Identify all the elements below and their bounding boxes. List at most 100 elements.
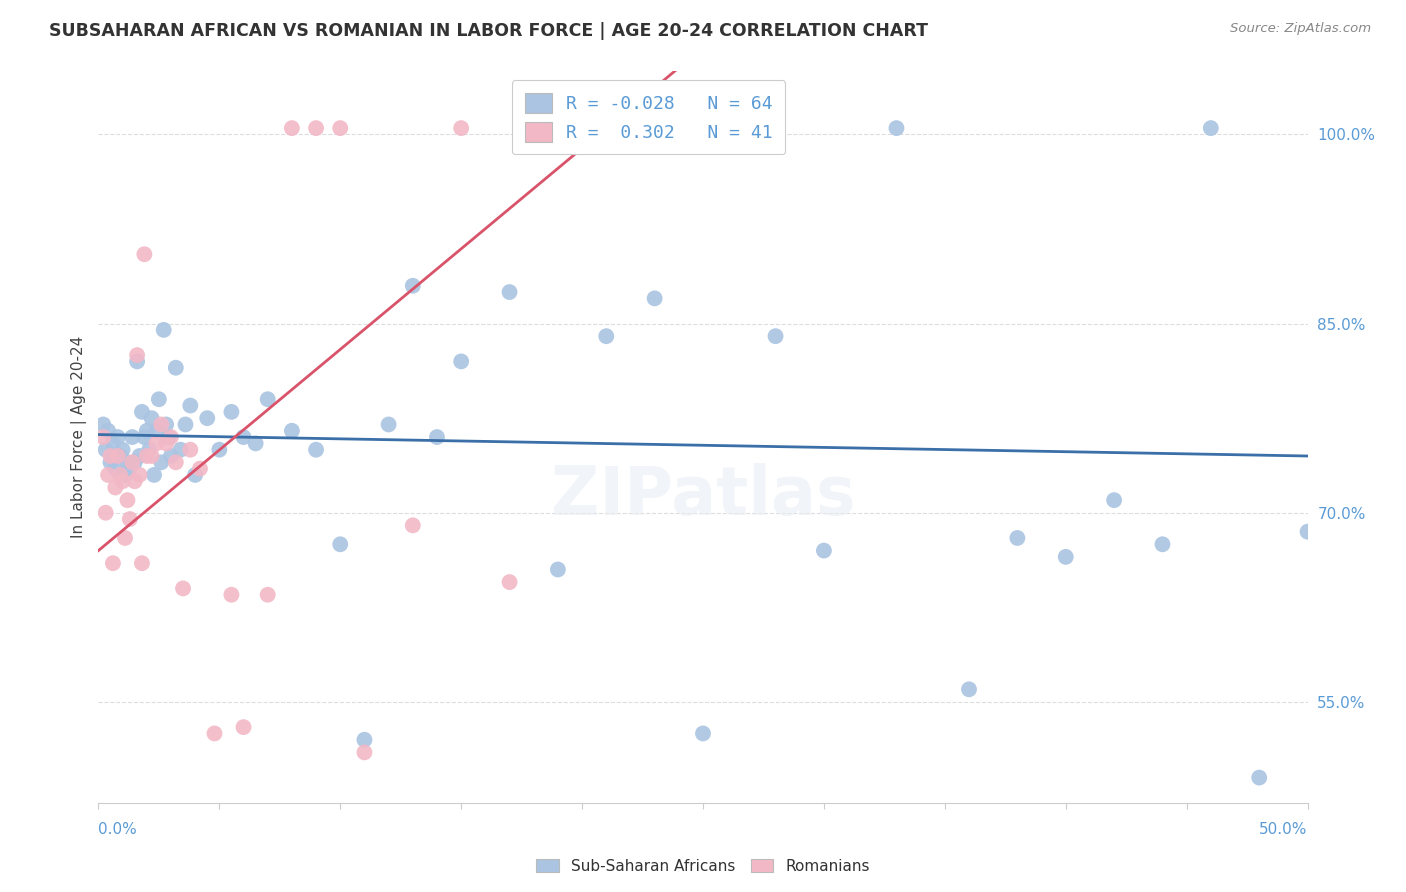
Point — [165, 455, 187, 469]
Text: 0.0%: 0.0% — [98, 822, 138, 837]
Text: Source: ZipAtlas.com: Source: ZipAtlas.com — [1230, 22, 1371, 36]
Point — [353, 745, 375, 759]
Point — [547, 562, 569, 576]
Point — [124, 474, 146, 488]
Point — [1054, 549, 1077, 564]
Point — [281, 424, 304, 438]
Point — [232, 430, 254, 444]
Point — [108, 467, 131, 482]
Point — [1152, 537, 1174, 551]
Point — [813, 543, 835, 558]
Point — [179, 399, 201, 413]
Point — [232, 720, 254, 734]
Point — [172, 582, 194, 596]
Point — [160, 430, 183, 444]
Point — [104, 461, 127, 475]
Point — [595, 121, 617, 136]
Point — [765, 329, 787, 343]
Point — [107, 449, 129, 463]
Point — [97, 424, 120, 438]
Point — [256, 392, 278, 407]
Point — [134, 247, 156, 261]
Point — [957, 682, 980, 697]
Legend: Sub-Saharan Africans, Romanians: Sub-Saharan Africans, Romanians — [530, 853, 876, 880]
Point — [256, 588, 278, 602]
Point — [127, 348, 149, 362]
Point — [174, 417, 197, 432]
Point — [141, 449, 163, 463]
Point — [169, 442, 191, 457]
Point — [94, 442, 117, 457]
Point — [1249, 771, 1271, 785]
Text: ZIPatlas: ZIPatlas — [551, 463, 855, 529]
Point — [329, 537, 352, 551]
Point — [127, 354, 149, 368]
Point — [155, 417, 177, 432]
Point — [94, 506, 117, 520]
Point — [152, 323, 174, 337]
Point — [450, 121, 472, 136]
Point — [155, 436, 177, 450]
Point — [91, 417, 114, 432]
Point — [305, 442, 328, 457]
Point — [160, 449, 183, 463]
Point — [547, 121, 569, 136]
Point — [135, 424, 157, 438]
Point — [353, 732, 375, 747]
Point — [97, 467, 120, 482]
Point — [498, 575, 520, 590]
Point — [131, 556, 153, 570]
Point — [145, 436, 167, 450]
Point — [150, 417, 173, 432]
Point — [134, 430, 156, 444]
Point — [148, 392, 170, 407]
Point — [692, 726, 714, 740]
Point — [329, 121, 352, 136]
Point — [101, 556, 124, 570]
Point — [498, 285, 520, 299]
Y-axis label: In Labor Force | Age 20-24: In Labor Force | Age 20-24 — [72, 336, 87, 538]
Point — [208, 442, 231, 457]
Point — [121, 455, 143, 469]
Point — [135, 449, 157, 463]
Point — [165, 360, 187, 375]
Point — [886, 121, 908, 136]
Point — [145, 424, 167, 438]
Point — [184, 467, 207, 482]
Point — [121, 430, 143, 444]
Point — [305, 121, 328, 136]
Point — [118, 512, 141, 526]
Point — [426, 430, 449, 444]
Point — [595, 329, 617, 343]
Point — [91, 430, 114, 444]
Point — [402, 518, 425, 533]
Point — [108, 449, 131, 463]
Point — [1007, 531, 1029, 545]
Point — [377, 417, 399, 432]
Point — [245, 436, 267, 450]
Point — [107, 430, 129, 444]
Point — [128, 467, 150, 482]
Point — [117, 493, 139, 508]
Point — [128, 449, 150, 463]
Point — [1296, 524, 1319, 539]
Point — [195, 411, 218, 425]
Point — [104, 481, 127, 495]
Point — [150, 455, 173, 469]
Point — [131, 405, 153, 419]
Point — [450, 354, 472, 368]
Point — [281, 121, 304, 136]
Point — [143, 467, 166, 482]
Point — [114, 467, 136, 482]
Point — [111, 474, 134, 488]
Point — [117, 455, 139, 469]
Point — [141, 411, 163, 425]
Point — [118, 461, 141, 475]
Point — [221, 405, 243, 419]
Point — [100, 455, 122, 469]
Point — [138, 442, 160, 457]
Point — [644, 291, 666, 305]
Point — [1102, 493, 1125, 508]
Legend: R = -0.028   N = 64, R =  0.302   N = 41: R = -0.028 N = 64, R = 0.302 N = 41 — [512, 80, 786, 154]
Point — [157, 430, 180, 444]
